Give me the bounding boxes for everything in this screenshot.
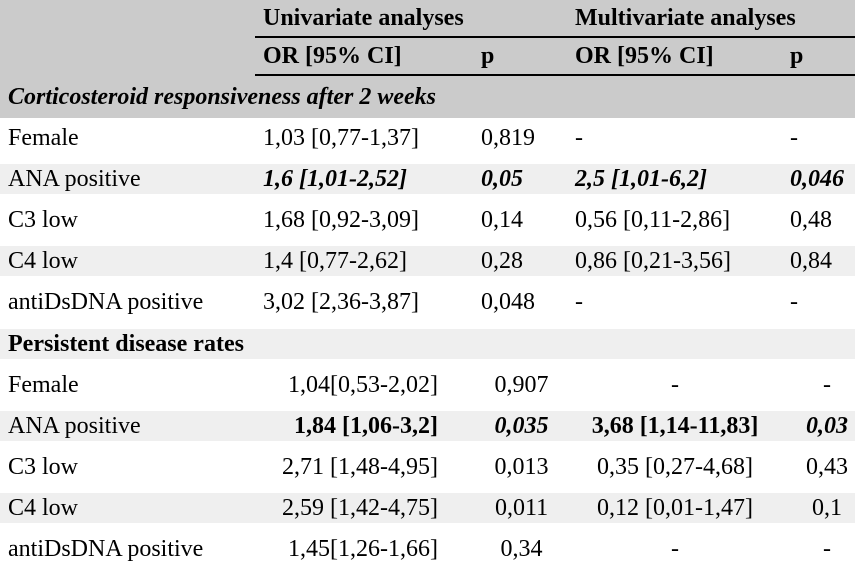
row-label: C4 low	[0, 241, 255, 282]
cell-or-univariate: 2,59 [1,42-4,75]	[255, 488, 478, 529]
cell-p-univariate: 0,907	[478, 365, 566, 406]
cell-p-univariate: 0,011	[478, 488, 566, 529]
table-row: Female 1,03 [0,77-1,37] 0,819 - -	[0, 118, 855, 159]
cell-p-multivariate: 0,48	[785, 200, 855, 241]
row-label: Female	[0, 365, 255, 406]
row-label: Female	[0, 118, 255, 159]
header-spacer-cell	[0, 0, 255, 38]
cell-p-univariate: 0,035	[478, 406, 566, 447]
cell-p-multivariate: 0,03	[785, 406, 855, 447]
cell-or-univariate: 1,4 [0,77-2,62]	[255, 241, 478, 282]
cell-p-univariate: 0,05	[478, 159, 566, 200]
table-row: C4 low 1,4 [0,77-2,62] 0,28 0,86 [0,21-3…	[0, 241, 855, 282]
row-label: ANA positive	[0, 159, 255, 200]
table-row: Female 1,04[0,53-2,02] 0,907 - -	[0, 365, 855, 406]
column-group-multivariate: Multivariate analyses	[565, 0, 855, 38]
cell-or-multivariate: -	[565, 282, 786, 323]
cell-or-multivariate: 0,56 [0,11-2,86]	[565, 200, 786, 241]
cell-or-univariate: 2,71 [1,48-4,95]	[255, 447, 478, 488]
cell-p-multivariate: 0,1	[785, 488, 855, 529]
row-label: C3 low	[0, 200, 255, 241]
cell-or-univariate: 1,84 [1,06-3,2]	[255, 406, 478, 447]
cell-or-univariate: 3,02 [2,36-3,87]	[255, 282, 478, 323]
cell-p-multivariate: -	[785, 282, 855, 323]
row-label: ANA positive	[0, 406, 255, 447]
column-header-p-univariate: p	[478, 38, 566, 76]
row-label: C4 low	[0, 488, 255, 529]
column-header-or-multivariate: OR [95% CI]	[565, 38, 786, 76]
cell-p-univariate: 0,013	[478, 447, 566, 488]
cell-or-multivariate: -	[565, 365, 786, 406]
cell-p-multivariate: 0,43	[785, 447, 855, 488]
row-label: antiDsDNA positive	[0, 282, 255, 323]
cell-p-multivariate: 0,84	[785, 241, 855, 282]
section-title: Persistent disease rates	[0, 323, 855, 365]
table-row-group-headers: Univariate analyses Multivariate analyse…	[0, 0, 855, 38]
cell-or-multivariate: -	[565, 118, 786, 159]
table-row: C4 low 2,59 [1,42-4,75] 0,011 0,12 [0,01…	[0, 488, 855, 529]
header-spacer-cell	[0, 38, 255, 76]
table-row: C3 low 2,71 [1,48-4,95] 0,013 0,35 [0,27…	[0, 447, 855, 488]
table-row: ANA positive 1,84 [1,06-3,2] 0,035 3,68 …	[0, 406, 855, 447]
cell-or-univariate: 1,6 [1,01-2,52]	[255, 159, 478, 200]
section-title: Corticosteroid responsiveness after 2 we…	[0, 76, 855, 118]
cell-p-univariate: 0,14	[478, 200, 566, 241]
cell-or-multivariate: 2,5 [1,01-6,2]	[565, 159, 786, 200]
cell-or-multivariate: 0,86 [0,21-3,56]	[565, 241, 786, 282]
cell-or-multivariate: 0,12 [0,01-1,47]	[565, 488, 786, 529]
section-header-corticosteroid: Corticosteroid responsiveness after 2 we…	[0, 76, 855, 118]
table-row: antiDsDNA positive 3,02 [2,36-3,87] 0,04…	[0, 282, 855, 323]
cell-p-univariate: 0,28	[478, 241, 566, 282]
table-row: C3 low 1,68 [0,92-3,09] 0,14 0,56 [0,11-…	[0, 200, 855, 241]
cell-or-multivariate: 0,35 [0,27-4,68]	[565, 447, 786, 488]
row-label: C3 low	[0, 447, 255, 488]
cell-or-univariate: 1,68 [0,92-3,09]	[255, 200, 478, 241]
row-label: antiDsDNA positive	[0, 529, 255, 570]
column-header-or-univariate: OR [95% CI]	[255, 38, 478, 76]
table-row: antiDsDNA positive 1,45[1,26-1,66] 0,34 …	[0, 529, 855, 570]
cell-p-multivariate: -	[785, 529, 855, 570]
cell-or-univariate: 1,03 [0,77-1,37]	[255, 118, 478, 159]
cell-p-multivariate: 0,046	[785, 159, 855, 200]
table-row: ANA positive 1,6 [1,01-2,52] 0,05 2,5 [1…	[0, 159, 855, 200]
cell-or-multivariate: -	[565, 529, 786, 570]
cell-p-multivariate: -	[785, 365, 855, 406]
section-header-persistent-disease: Persistent disease rates	[0, 323, 855, 365]
cell-or-univariate: 1,04[0,53-2,02]	[255, 365, 478, 406]
table-row-column-headers: OR [95% CI] p OR [95% CI] p	[0, 38, 855, 76]
cell-p-univariate: 0,34	[478, 529, 566, 570]
cell-or-univariate: 1,45[1,26-1,66]	[255, 529, 478, 570]
cell-p-multivariate: -	[785, 118, 855, 159]
cell-or-multivariate: 3,68 [1,14-11,83]	[565, 406, 786, 447]
cell-p-univariate: 0,819	[478, 118, 566, 159]
column-header-p-multivariate: p	[785, 38, 855, 76]
cell-p-univariate: 0,048	[478, 282, 566, 323]
column-group-univariate: Univariate analyses	[255, 0, 566, 38]
